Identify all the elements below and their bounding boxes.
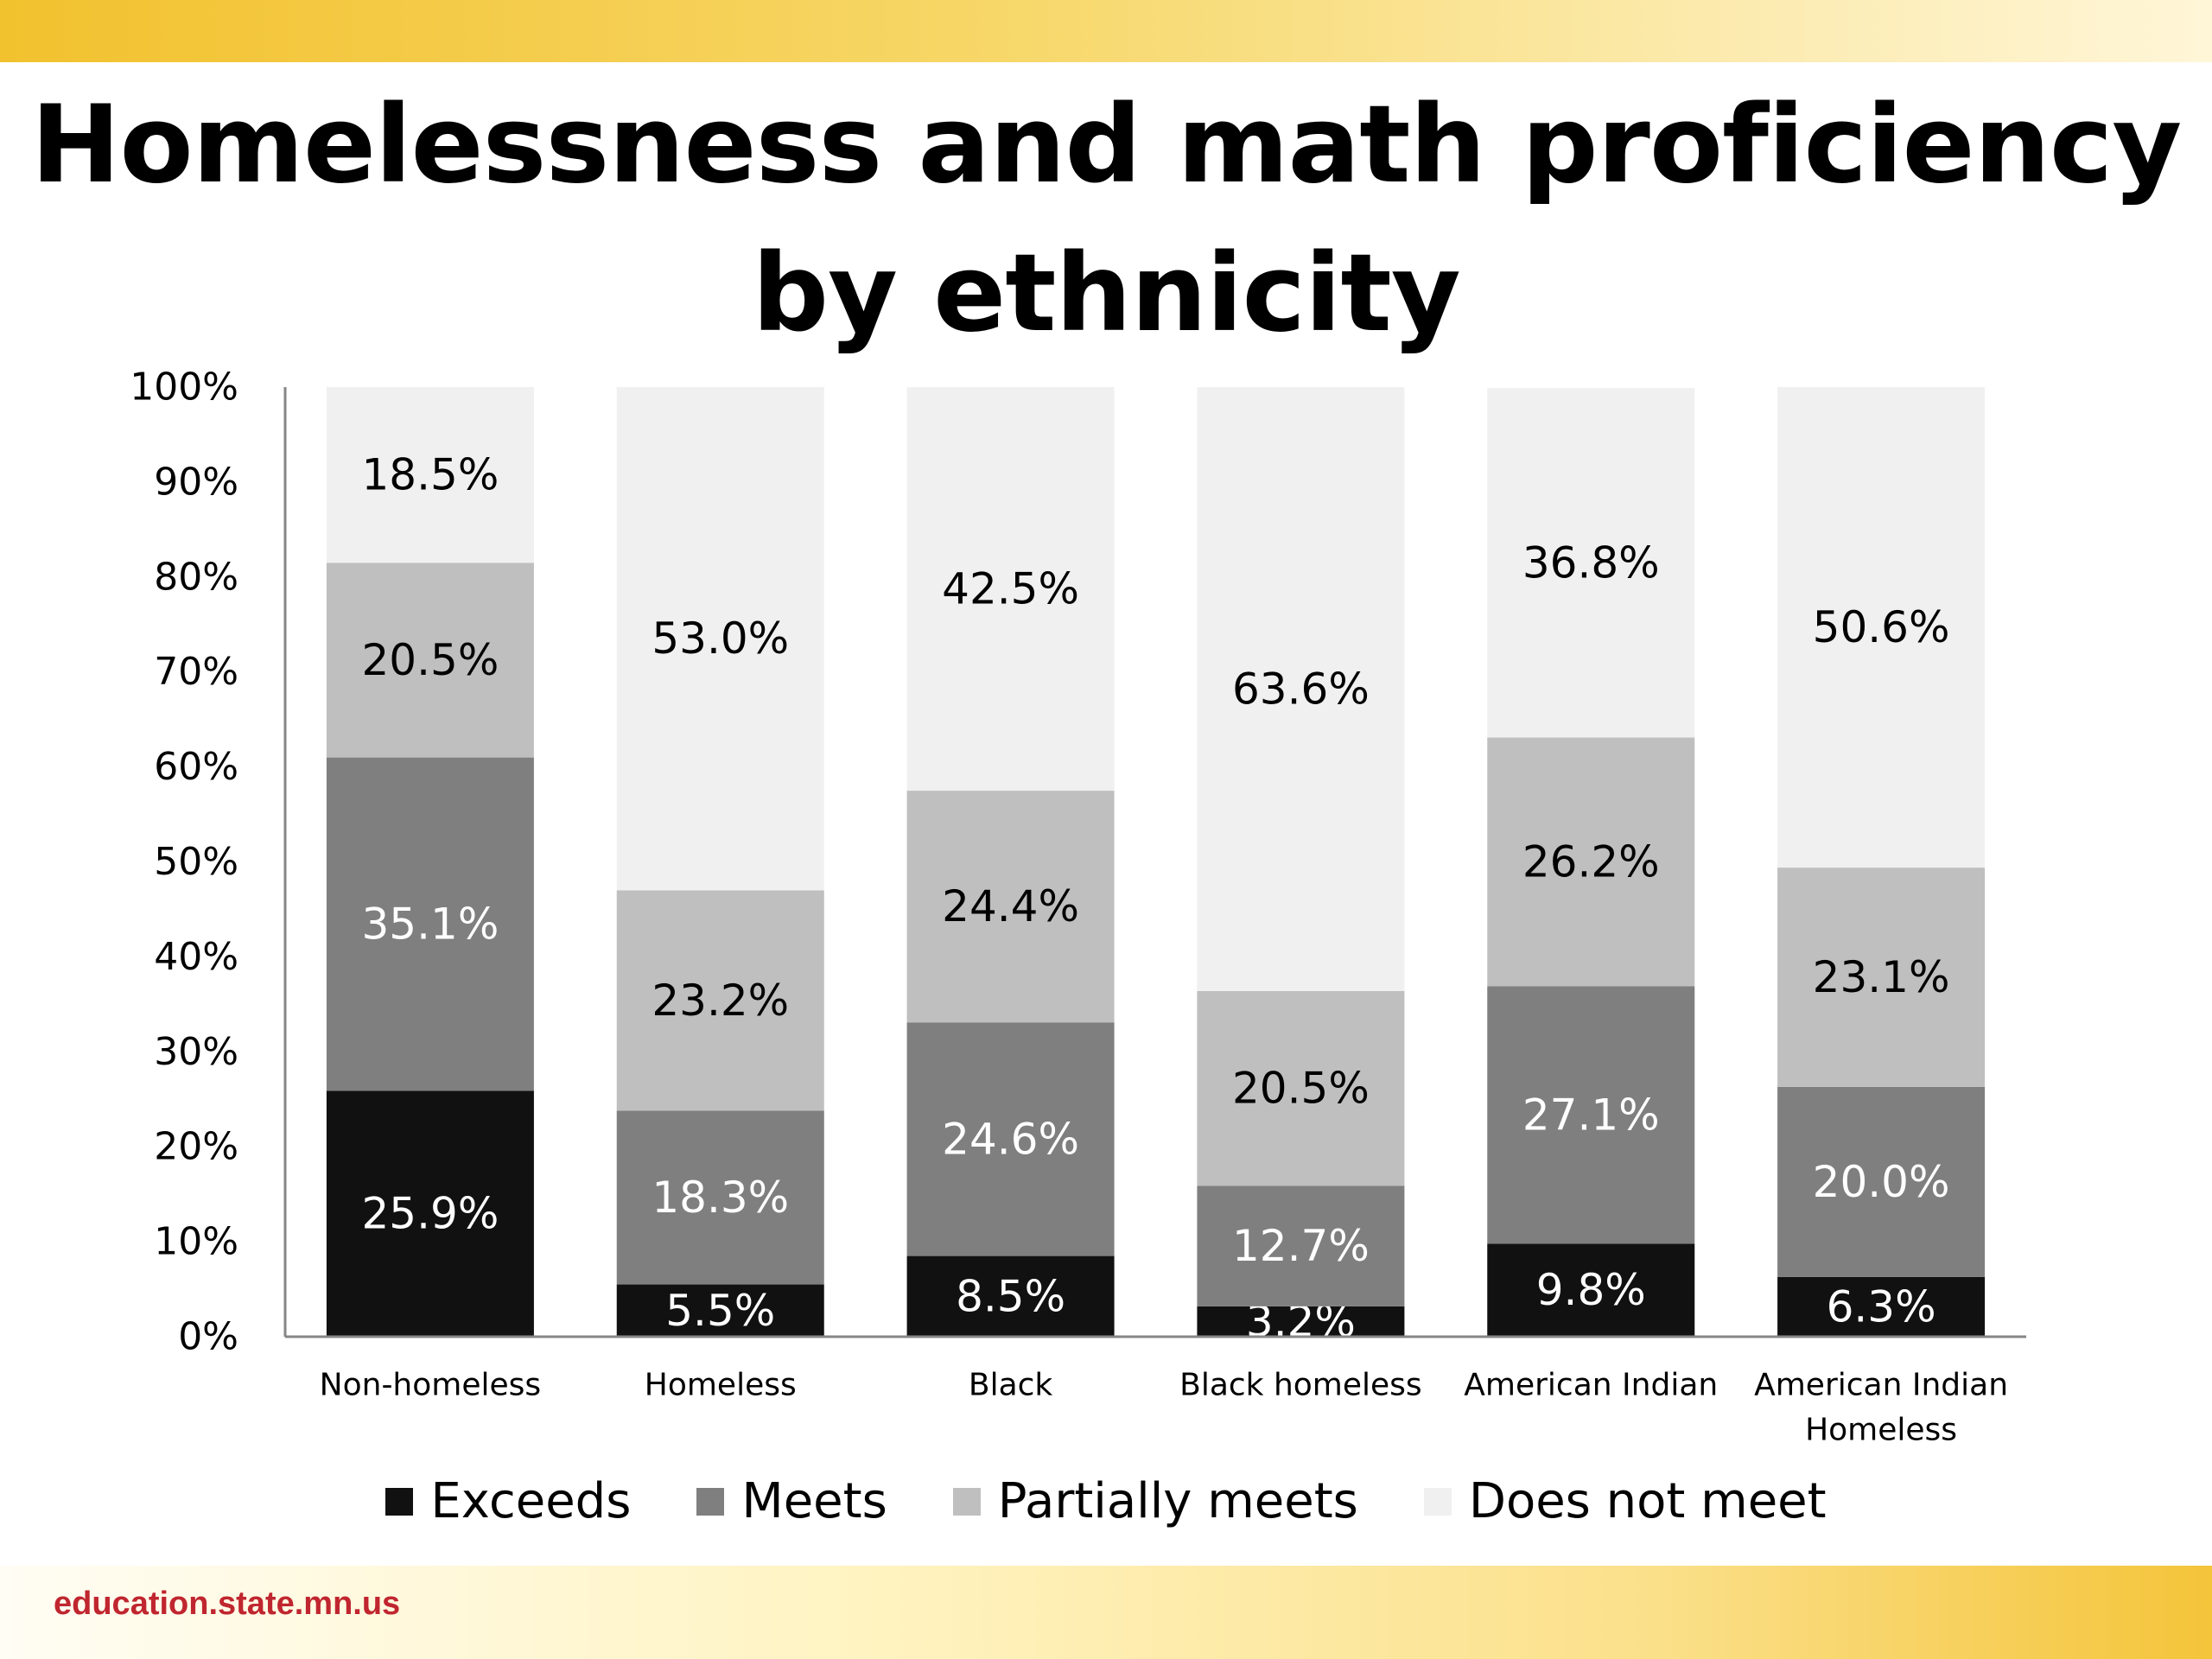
y-tick-label: 80% [154,555,238,599]
bar-segment-exceeds [1777,1276,1986,1337]
footer-url: education.state.mn.us [54,1586,401,1622]
legend-label-does-not-meet: Does not meet [1468,1473,1827,1529]
x-category-label: Homeless [1805,1413,1957,1448]
chart-title-line-1: Homelessness and math proficiency [30,83,2182,207]
legend-swatch-partially-meets [952,1487,981,1516]
bar-segment-partially-meets [616,890,824,1111]
x-category-label: American Indian [1754,1368,2008,1403]
data-label: 24.4% [942,881,1079,931]
data-label: 20.0% [1813,1157,1950,1207]
data-label: 42.5% [942,564,1079,614]
top-accent-band [0,0,2212,62]
x-category-label: Black [969,1368,1053,1403]
x-category-label: Non-homeless [320,1368,541,1403]
data-label: 5.5% [665,1286,775,1336]
bar-segment-partially-meets [906,791,1115,1023]
chart-title: Homelessness and math proficiency by eth… [0,71,2212,368]
chart-legend: Exceeds Meets Partially meets Does not m… [0,1473,2212,1529]
data-label: 63.6% [1232,664,1370,714]
bar-segment-partially-meets [1197,990,1405,1186]
data-label: 26.2% [1522,837,1660,887]
data-label: 18.3% [652,1173,789,1223]
data-label: 36.8% [1522,537,1660,588]
legend-item-meets: Meets [696,1473,887,1529]
bar-segment-meets [1487,986,1695,1244]
legend-item-partially-meets: Partially meets [952,1473,1358,1529]
legend-label-meets: Meets [741,1473,887,1529]
data-label: 20.5% [361,635,499,685]
x-category-label: American Indian [1464,1368,1718,1403]
data-label: 50.6% [1813,602,1950,652]
data-label: 27.1% [1522,1090,1660,1140]
bar-segment-exceeds [1487,1243,1695,1337]
legend-label-exceeds: Exceeds [430,1473,632,1529]
bar-segment-does-not-meet [326,387,534,563]
y-tick-label: 50% [154,840,238,884]
y-tick-label: 20% [154,1125,238,1169]
legend-swatch-meets [696,1487,725,1516]
data-label: 12.7% [1232,1221,1370,1271]
bar-segment-exceeds [326,1090,534,1337]
bar-segment-meets [906,1022,1115,1256]
data-label: 23.2% [652,976,789,1026]
y-tick-label: 90% [154,460,238,504]
data-label: 18.5% [361,450,499,500]
y-tick-label: 10% [154,1220,238,1264]
bar-segment-does-not-meet [1197,387,1405,991]
y-tick-label: 60% [154,745,238,789]
chart-title-line-2: by ethnicity [752,232,1460,356]
bar-segment-partially-meets [1487,737,1695,987]
bar-segment-partially-meets [1777,868,1986,1087]
bar-segment-exceeds [1197,1306,1405,1337]
legend-label-partially-meets: Partially meets [997,1473,1358,1529]
x-category-label: Black homeless [1179,1368,1422,1403]
bar-segment-does-not-meet [1487,388,1695,738]
data-label: 35.1% [361,899,499,949]
bar-segment-exceeds [616,1284,824,1337]
y-tick-label: 0% [178,1315,238,1359]
bar-segment-meets [1197,1185,1405,1306]
bar-segment-meets [326,757,534,1091]
y-tick-label: 70% [154,650,238,694]
data-label: 25.9% [361,1189,499,1239]
bar-segment-does-not-meet [1777,387,1986,868]
bar-segment-meets [616,1110,824,1285]
data-label: 8.5% [956,1271,1065,1321]
legend-item-exceeds: Exceeds [385,1473,631,1529]
y-tick-label: 40% [154,935,238,979]
data-label: 20.5% [1232,1064,1370,1114]
bar-segment-exceeds [906,1255,1115,1337]
bar-segment-does-not-meet [906,387,1115,791]
legend-swatch-does-not-meet [1423,1487,1452,1516]
bar-segment-does-not-meet [616,387,824,891]
data-label: 23.1% [1813,952,1950,1002]
bottom-accent-band [0,1566,2212,1659]
y-tick-label: 30% [154,1030,238,1074]
legend-swatch-exceeds [385,1487,414,1516]
x-category-label: Homeless [645,1368,797,1403]
bar-segment-partially-meets [326,563,534,758]
data-label: 6.3% [1827,1281,1936,1332]
legend-item-does-not-meet: Does not meet [1423,1473,1827,1529]
data-label: 24.6% [942,1114,1079,1164]
bar-segment-meets [1777,1086,1986,1277]
data-label: 9.8% [1536,1265,1646,1315]
data-label: 53.0% [652,613,789,664]
y-tick-label: 100% [130,365,238,410]
